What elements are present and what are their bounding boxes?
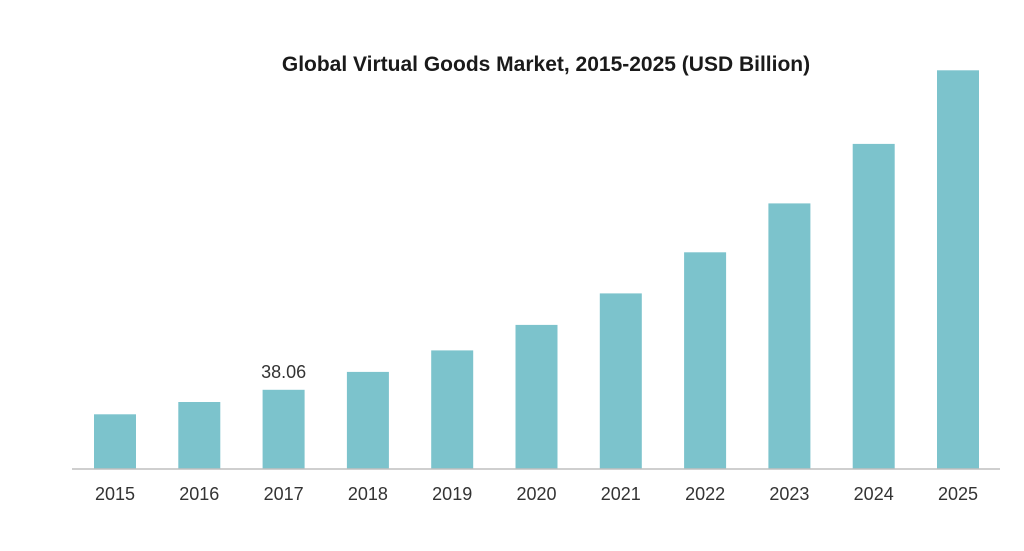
x-tick-label-2019: 2019: [432, 484, 472, 504]
labels-group: 2015 2016 2017 2018 2019 2020 2021 2022 2023 2024…: [95, 362, 978, 504]
x-tick-label-2021: 2021: [601, 484, 641, 504]
bar-2024: [852, 143, 895, 469]
x-tick-label-2020: 2020: [516, 484, 556, 504]
bar-2022: [684, 252, 727, 469]
bar-2023: [768, 203, 811, 469]
x-tick-label-2023: 2023: [769, 484, 809, 504]
x-tick-label-2025: 2025: [938, 484, 978, 504]
x-tick-label-2016: 2016: [179, 484, 219, 504]
bar-2017: [262, 389, 305, 469]
x-tick-label-2018: 2018: [348, 484, 388, 504]
x-tick-label-2015: 2015: [95, 484, 135, 504]
data-label-2017: 38.06: [261, 362, 306, 382]
bar-2016: [178, 402, 221, 469]
chart-title: Global Virtual Goods Market, 2015-2025 (…: [282, 53, 810, 76]
bar-2018: [346, 371, 389, 469]
bar-2020: [515, 324, 558, 469]
bar-2021: [599, 293, 642, 469]
bars-group: [94, 70, 979, 470]
x-tick-label-2022: 2022: [685, 484, 725, 504]
x-tick-label-2024: 2024: [854, 484, 894, 504]
bar-2025: [937, 70, 979, 470]
bar-2015: [94, 414, 136, 469]
x-tick-label-2017: 2017: [264, 484, 304, 504]
bar-2019: [431, 350, 474, 469]
